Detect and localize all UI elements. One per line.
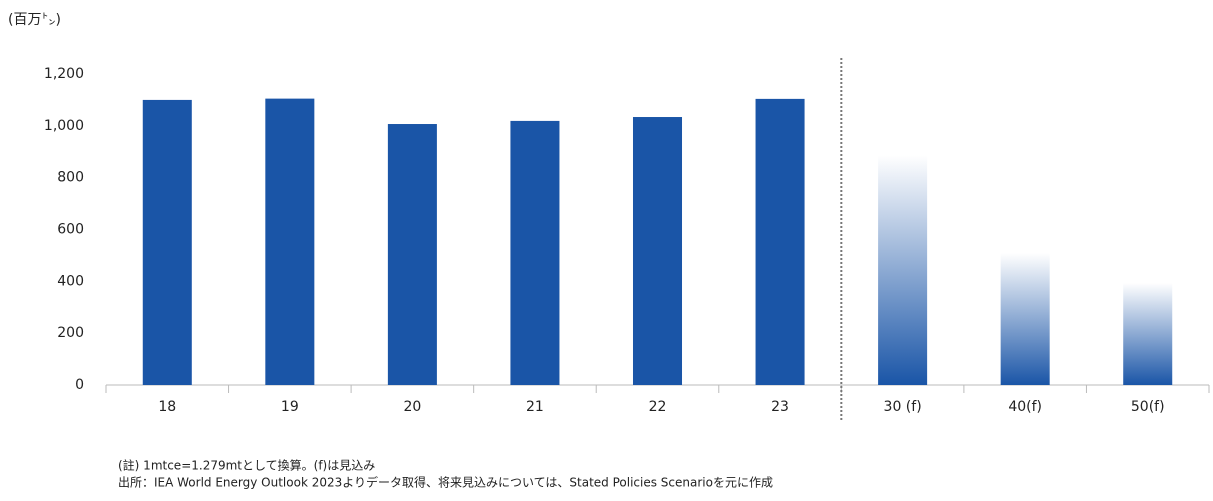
x-tick-label: 20 [403, 399, 421, 415]
x-tick-label: 21 [526, 399, 544, 415]
x-tick-label: 23 [771, 399, 789, 415]
x-tick-label: 18 [158, 399, 176, 415]
bar [1000, 253, 1050, 385]
y-tick-label: 800 [57, 170, 84, 186]
y-tick-label: 600 [57, 222, 84, 238]
x-tick-label: 50(f) [1131, 399, 1165, 415]
y-tick-label: 0 [75, 377, 84, 393]
note: (註) 1mtce=1.279mtとして換算。(f)は見込み [118, 458, 375, 473]
bar [142, 99, 192, 386]
bar [878, 155, 928, 385]
bar [755, 98, 805, 385]
y-tick-label: 400 [57, 273, 84, 289]
bar [387, 124, 437, 385]
x-tick-label: 22 [649, 399, 667, 415]
x-tick-label: 19 [281, 399, 299, 415]
unit-label: (百万㌧) [8, 12, 61, 28]
bar [632, 117, 683, 385]
source: 出所：IEA World Energy Outlook 2023よりデータ取得、… [118, 475, 773, 490]
bar [510, 120, 560, 385]
y-tick-label: 1,200 [44, 66, 84, 82]
y-tick-label: 1,000 [44, 118, 84, 134]
bar [1123, 282, 1173, 385]
y-tick-label: 200 [57, 325, 84, 341]
x-tick-label: 40(f) [1008, 399, 1042, 415]
bar [265, 98, 315, 385]
x-tick-label: 30 (f) [884, 399, 922, 415]
